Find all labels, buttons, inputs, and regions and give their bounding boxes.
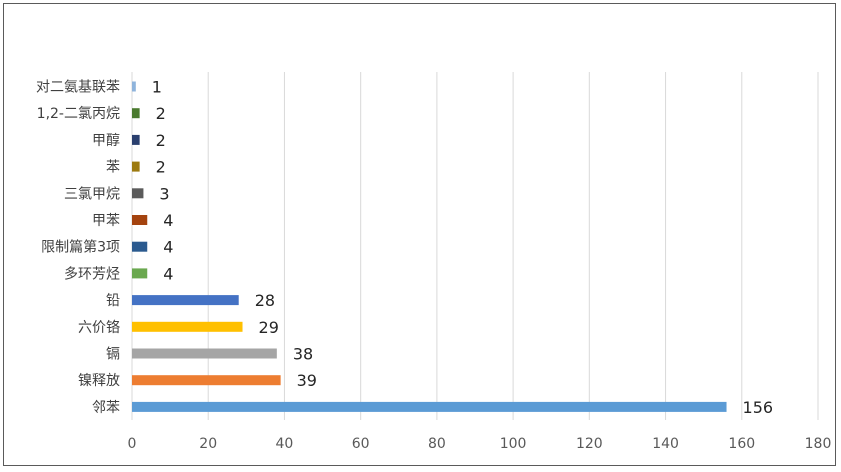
category-label: 甲苯 — [92, 212, 120, 229]
data-label: 3 — [159, 184, 169, 203]
data-label: 29 — [259, 318, 279, 337]
x-tick-label: 0 — [128, 436, 137, 452]
bar — [132, 348, 277, 359]
category-label: 甲醇 — [92, 132, 120, 149]
category-axis: 对二氨基联苯 1,2-二氯丙烷甲醇苯三氯甲烷甲苯限制篇第3项多环芳烃铅六价铬镉镍释… — [36, 79, 120, 416]
category-label: 镍释放 — [78, 373, 120, 389]
category-label: 六价铬 — [78, 320, 120, 336]
category-label: 限制篇第3项 — [41, 239, 120, 256]
data-label: 4 — [163, 238, 173, 257]
data-label: 156 — [743, 398, 774, 417]
x-tick-label: 160 — [728, 436, 755, 452]
data-labels: 1 2 2 2 3 4 4 4 28 29 38 39 156 — [152, 78, 773, 417]
data-label: 28 — [255, 291, 275, 310]
category-label: 多环芳烃 — [64, 265, 120, 282]
data-label: 2 — [156, 131, 166, 150]
bar — [132, 134, 140, 145]
x-tick-label: 180 — [805, 436, 832, 452]
data-label: 1 — [152, 78, 162, 97]
x-tick-label: 60 — [352, 436, 370, 452]
data-label: 4 — [163, 264, 173, 283]
category-label: 镉 — [106, 347, 120, 363]
bar — [132, 401, 727, 412]
bar — [132, 81, 136, 92]
bar — [132, 108, 140, 119]
x-tick-label: 100 — [500, 436, 527, 452]
bar — [132, 241, 148, 252]
x-tick-label: 140 — [652, 436, 679, 452]
data-label: 4 — [163, 211, 173, 230]
x-tick-label: 120 — [576, 436, 603, 452]
bar — [132, 295, 239, 306]
category-label: 1,2-二氯丙烷 — [37, 106, 120, 122]
category-label: 对二氨基联苯 — [36, 79, 120, 96]
bar — [132, 161, 140, 172]
bar — [132, 188, 144, 199]
category-label: 三氯甲烷 — [64, 186, 120, 202]
bars — [132, 81, 727, 412]
category-label: 邻苯 — [92, 399, 120, 416]
gridlines — [131, 72, 819, 420]
bar — [132, 215, 148, 225]
x-tick-label: 40 — [276, 436, 294, 452]
data-label: 2 — [156, 104, 166, 123]
category-label: 苯 — [106, 159, 120, 176]
x-tick-label: 20 — [199, 436, 217, 452]
chart-area — [3, 3, 836, 466]
data-label: 2 — [156, 158, 166, 177]
category-label: 铅 — [106, 293, 120, 309]
bar — [132, 268, 148, 279]
data-label: 38 — [293, 345, 313, 364]
data-label: 39 — [297, 371, 317, 390]
x-tick-label: 80 — [428, 436, 446, 452]
x-axis: 0 20 40 60 80 100 120 140 160 180 — [128, 436, 832, 452]
bar — [132, 321, 243, 332]
bar — [132, 375, 281, 386]
